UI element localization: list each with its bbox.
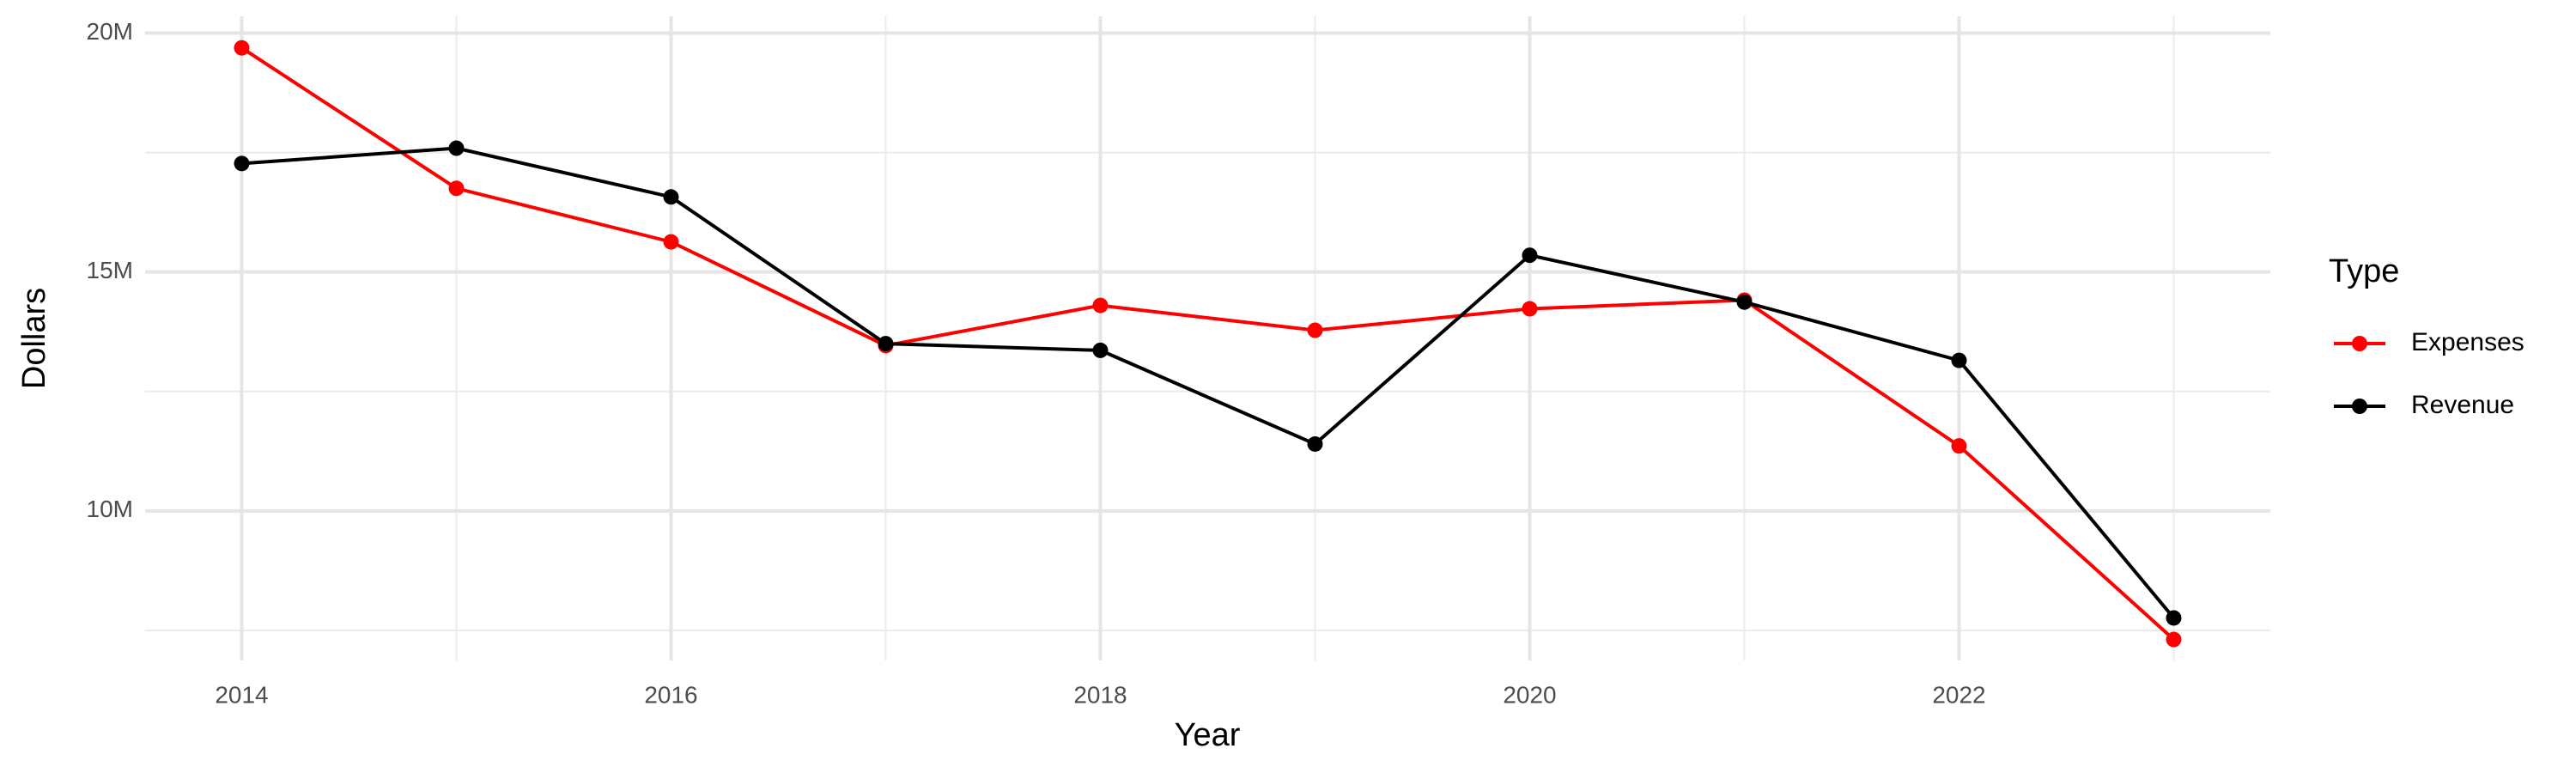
data-point — [663, 189, 679, 205]
x-tick-label: 2020 — [1503, 681, 1556, 708]
x-tick-label: 2014 — [215, 681, 268, 708]
data-point — [234, 40, 250, 56]
y-tick-label: 15M — [87, 257, 133, 283]
data-point — [878, 336, 894, 352]
legend-key-point — [2352, 336, 2367, 351]
data-point — [448, 180, 465, 197]
data-point — [448, 140, 465, 156]
data-point — [1307, 435, 1323, 452]
legend-label: Revenue — [2411, 391, 2514, 419]
data-point — [2166, 610, 2182, 626]
legend-title: Type — [2329, 253, 2399, 289]
y-axis-title: Dollars — [16, 288, 52, 389]
x-axis-title: Year — [1175, 717, 1241, 753]
series-line — [241, 146, 2176, 619]
data-point — [234, 155, 250, 172]
data-point — [2166, 631, 2182, 648]
x-tick-label: 2022 — [1932, 681, 1985, 708]
data-point — [1092, 342, 1109, 358]
data-point — [1951, 438, 1967, 454]
data-point — [1307, 322, 1323, 338]
data-point — [1522, 247, 1538, 264]
data-point — [1951, 352, 1967, 368]
data-point — [1522, 301, 1538, 317]
data-point — [663, 234, 679, 250]
y-tick-label: 10M — [87, 496, 133, 522]
x-tick-label: 2018 — [1073, 681, 1127, 708]
data-point — [1736, 294, 1753, 310]
data-point — [1092, 297, 1109, 313]
x-tick-label: 2016 — [644, 681, 697, 708]
legend-label: Expenses — [2411, 328, 2524, 356]
legend-key-point — [2352, 399, 2367, 414]
y-tick-label: 20M — [87, 18, 133, 45]
series-line — [240, 46, 2175, 642]
